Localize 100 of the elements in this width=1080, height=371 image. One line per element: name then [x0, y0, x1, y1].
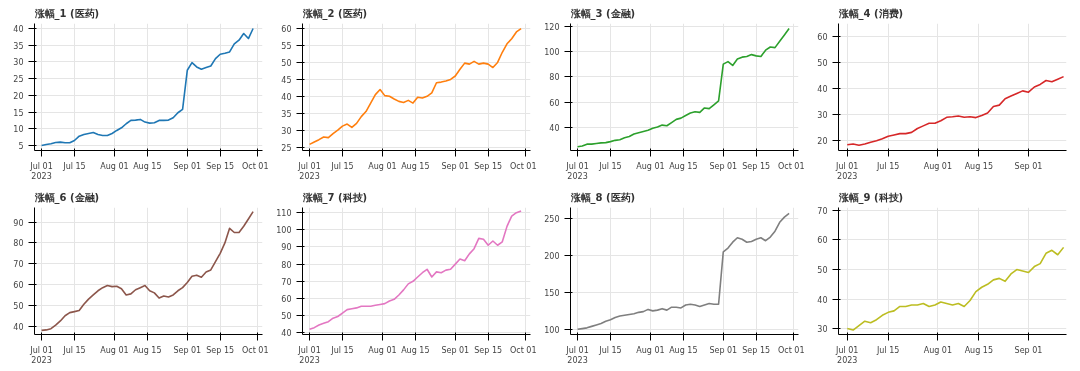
y-tick-label: 50 — [13, 301, 24, 311]
y-tick-label: 40 — [549, 124, 560, 134]
y-tick-label: 10 — [13, 125, 24, 135]
x-tick-label: Aug 01 — [636, 345, 665, 355]
x-tick-label: Aug 01 — [636, 161, 665, 171]
x-tick-label: Aug 15 — [669, 345, 698, 355]
x-tick-label: Jul 15 — [62, 161, 86, 171]
x-tick-label: Aug 15 — [133, 345, 162, 355]
x-tick-label: Oct 01 — [241, 161, 269, 171]
y-tick-label: 40 — [817, 295, 828, 305]
x-tick-label: Sep 01 — [709, 161, 738, 171]
y-tick-label: 90 — [281, 243, 292, 253]
y-tick-label: 60 — [13, 281, 24, 291]
chart-title: 涨幅_8 (医药) — [569, 191, 636, 204]
y-tick-label: 70 — [817, 206, 828, 216]
x-tick-label: Aug 01 — [368, 161, 397, 171]
y-tick-label: 30 — [817, 325, 828, 335]
y-tick-label: 250 — [544, 215, 560, 225]
x-tick-label: Aug 01 — [100, 161, 129, 171]
x-tick-label: Jul 01 2023 — [29, 161, 53, 182]
chart-title: 涨幅_9 (科技) — [837, 191, 904, 204]
x-tick-label: Sep 01 — [441, 161, 470, 171]
y-tick-label: 50 — [281, 312, 292, 322]
x-tick-label: Jul 01 2023 — [565, 161, 589, 182]
x-tick-label: Aug 15 — [964, 345, 993, 355]
x-tick-label: Aug 15 — [669, 161, 698, 171]
x-tick-label: Oct 01 — [777, 161, 805, 171]
y-tick-label: 60 — [281, 294, 292, 304]
x-tick-label: Jul 15 — [330, 345, 354, 355]
y-tick-label: 35 — [13, 41, 24, 51]
y-tick-label: 60 — [817, 236, 828, 246]
y-tick-label: 60 — [817, 32, 828, 42]
y-tick-label: 120 — [544, 22, 560, 32]
y-tick-label: 80 — [549, 73, 560, 83]
y-tick-label: 100 — [544, 47, 560, 57]
x-tick-label: Sep 15 — [742, 161, 771, 171]
x-tick-label: Aug 15 — [133, 161, 162, 171]
y-tick-label: 5 — [18, 141, 24, 151]
y-tick-label: 200 — [544, 251, 560, 261]
x-tick-label: Jul 15 — [330, 161, 354, 171]
x-tick-label: Aug 15 — [401, 345, 430, 355]
x-tick-label: Aug 15 — [401, 161, 430, 171]
x-tick-label: Jul 15 — [876, 345, 900, 355]
y-tick-label: 40 — [817, 84, 828, 94]
x-tick-label: Sep 01 — [709, 345, 738, 355]
y-tick-label: 30 — [281, 126, 292, 136]
x-tick-label: Jul 01 2023 — [565, 345, 589, 366]
y-tick-label: 90 — [13, 218, 24, 228]
y-tick-label: 100 — [276, 226, 292, 236]
x-tick-label: Jul 15 — [876, 161, 900, 171]
x-tick-label: Aug 01 — [368, 345, 397, 355]
y-tick-label: 50 — [281, 58, 292, 68]
x-tick-label: Sep 15 — [206, 345, 235, 355]
chart-title: 涨幅_6 (金融) — [33, 191, 100, 204]
y-tick-label: 150 — [544, 288, 560, 298]
x-tick-label: Aug 01 — [923, 161, 953, 171]
y-tick-label: 25 — [281, 143, 292, 153]
y-tick-label: 110 — [276, 209, 292, 219]
y-tick-label: 20 — [13, 91, 24, 101]
x-tick-label: Jul 01 2023 — [835, 345, 859, 366]
x-tick-label: Sep 01 — [1014, 345, 1043, 355]
y-tick-label: 20 — [817, 136, 828, 146]
y-tick-label: 35 — [281, 109, 292, 119]
chart-title: 涨幅_2 (医药) — [301, 7, 368, 20]
x-tick-label: Sep 01 — [1014, 161, 1043, 171]
x-tick-label: Aug 01 — [923, 345, 953, 355]
x-tick-label: Sep 15 — [206, 161, 235, 171]
x-tick-label: Jul 01 2023 — [297, 345, 321, 366]
y-tick-label: 40 — [281, 92, 292, 102]
x-tick-label: Sep 15 — [742, 345, 771, 355]
y-tick-label: 15 — [13, 108, 24, 118]
x-tick-label: Oct 01 — [509, 161, 537, 171]
x-tick-label: Sep 15 — [474, 345, 503, 355]
y-tick-label: 70 — [281, 277, 292, 287]
y-tick-label: 60 — [281, 25, 292, 35]
y-tick-label: 55 — [281, 42, 292, 52]
y-tick-label: 50 — [817, 58, 828, 68]
x-tick-label: Jul 15 — [598, 345, 622, 355]
x-tick-label: Aug 01 — [100, 345, 129, 355]
y-tick-label: 60 — [549, 98, 560, 108]
y-tick-label: 40 — [281, 329, 292, 339]
x-tick-label: Sep 01 — [173, 161, 202, 171]
y-tick-label: 80 — [281, 260, 292, 270]
y-tick-label: 40 — [13, 322, 24, 332]
y-tick-label: 100 — [544, 325, 560, 335]
x-tick-label: Oct 01 — [509, 345, 537, 355]
y-tick-label: 45 — [281, 75, 292, 85]
x-tick-label: Sep 01 — [173, 345, 202, 355]
y-tick-label: 25 — [13, 75, 24, 85]
y-tick-label: 70 — [13, 260, 24, 270]
y-tick-label: 40 — [13, 25, 24, 35]
x-tick-label: Sep 01 — [441, 345, 470, 355]
y-tick-label: 30 — [13, 58, 24, 68]
x-tick-label: Jul 01 2023 — [835, 161, 859, 182]
x-tick-label: Oct 01 — [241, 345, 269, 355]
y-tick-label: 50 — [817, 266, 828, 276]
x-tick-label: Jul 15 — [598, 161, 622, 171]
x-tick-label: Jul 01 2023 — [29, 345, 53, 366]
x-tick-label: Jul 15 — [62, 345, 86, 355]
x-tick-label: Oct 01 — [777, 345, 805, 355]
